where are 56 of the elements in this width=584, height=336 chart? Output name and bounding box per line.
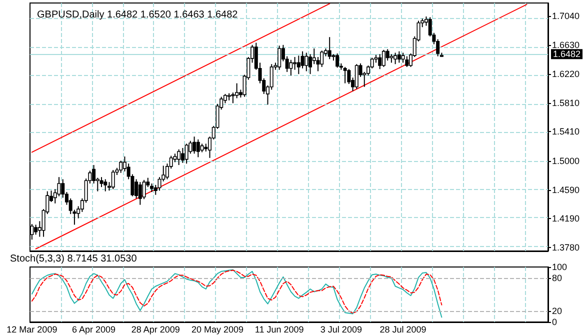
candlestick <box>347 68 351 85</box>
y-tick-label: 1.5000 <box>552 156 580 166</box>
candlestick <box>378 54 382 70</box>
candlestick <box>104 178 108 192</box>
chart-title: Stoch(5,3,3) 8.7145 31.0530 <box>10 254 138 264</box>
y-tick-label: 1.5810 <box>552 98 580 108</box>
candlestick <box>235 82 239 99</box>
x-tick-label: 20 May 2009 <box>191 324 244 334</box>
y-tick-label: 20 <box>552 306 562 316</box>
candlestick <box>320 50 324 68</box>
x-tick-label: 12 Mar 2009 <box>6 324 58 334</box>
text: GBPUSD,Daily 1.6482 1.6520 1.6463 1.6482 <box>37 10 238 20</box>
candlestick <box>192 136 196 154</box>
ref-line-label: 1.6482 <box>553 49 581 60</box>
candlestick <box>138 182 142 206</box>
candlestick <box>184 143 188 164</box>
y-tick-label: 1.6630 <box>552 40 580 50</box>
candlestick <box>111 169 115 190</box>
candlestick <box>278 45 282 70</box>
candlestick <box>354 64 358 90</box>
candlestick <box>231 92 235 104</box>
candlestick <box>142 179 146 200</box>
candlestick <box>196 138 200 158</box>
y-tick-label: 1.6220 <box>552 69 580 80</box>
y-tick-label: 100 <box>552 262 568 272</box>
candlestick <box>336 52 340 68</box>
x-tick-label: 6 Apr 2009 <box>72 324 116 334</box>
candlestick <box>119 160 123 174</box>
candlestick <box>382 49 386 68</box>
y-tick-label: 1.3780 <box>552 242 580 252</box>
y-tick-label: 1.4190 <box>552 213 580 224</box>
candlestick <box>293 56 297 70</box>
candlestick <box>289 59 293 76</box>
candlestick <box>394 52 398 65</box>
y-tick-label: 1.4590 <box>552 184 580 195</box>
y-tick-label: 1.5410 <box>552 126 580 137</box>
candlestick <box>180 147 184 164</box>
x-tick-label: 28 Apr 2009 <box>131 324 180 334</box>
candlestick <box>397 50 401 64</box>
candlestick <box>177 148 181 166</box>
candlestick <box>304 52 308 72</box>
y-tick-label: 80 <box>552 273 562 283</box>
candlestick <box>328 36 332 60</box>
x-tick-label: 11 Jun 2009 <box>254 324 304 334</box>
candlestick <box>296 55 300 75</box>
candlestick <box>270 64 274 90</box>
y-tick-label: 1.7040 <box>552 10 580 21</box>
x-tick-label: 3 Jul 2009 <box>320 324 362 334</box>
candlestick <box>401 52 405 64</box>
candlestick <box>300 50 304 69</box>
candlestick <box>343 66 347 84</box>
candlestick <box>100 176 104 188</box>
candlestick <box>34 224 38 236</box>
y-tick-label: 0 <box>552 317 558 327</box>
x-tick-label: 28 Jul 2009 <box>380 324 426 334</box>
candlestick <box>405 56 409 68</box>
